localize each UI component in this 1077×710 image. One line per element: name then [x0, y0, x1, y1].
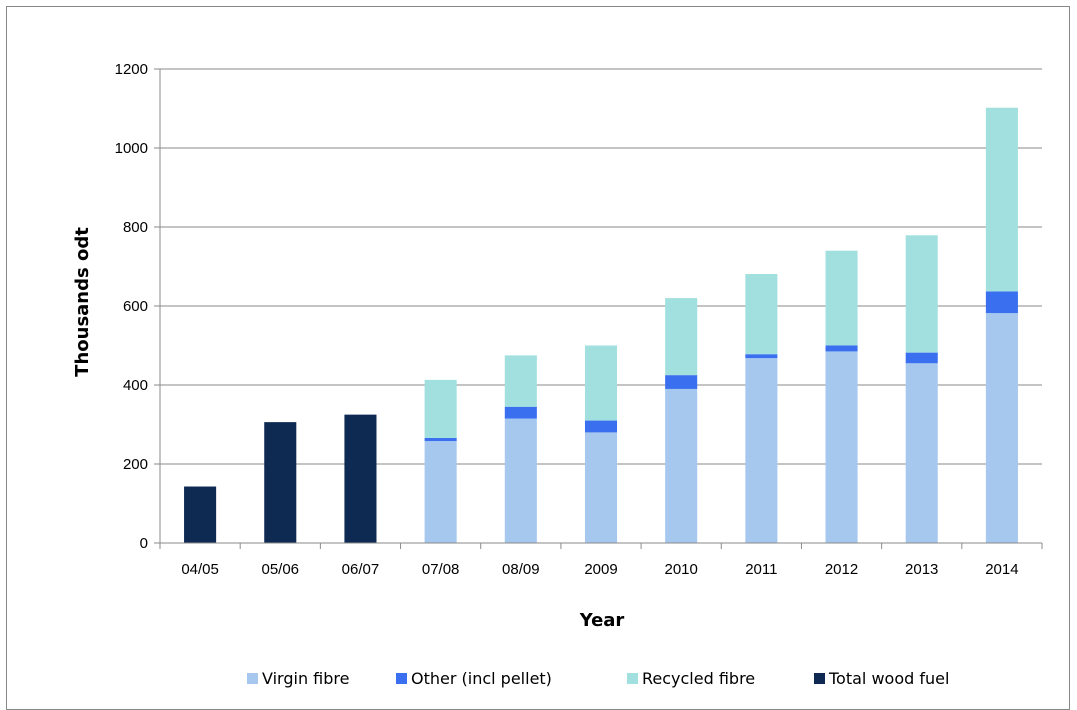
bar-total-wood-fuel-2: [344, 414, 377, 543]
axes: [159, 69, 1043, 549]
legend-swatch: [814, 673, 825, 684]
bar-recycled-fibre-5: [584, 345, 618, 421]
bar-virgin-fibre-4: [504, 418, 537, 543]
bar-virgin-fibre-7: [745, 358, 778, 543]
legend-label: Virgin fibre: [262, 669, 349, 688]
x-tick-label: 2012: [825, 561, 858, 578]
y-tick-label: 800: [123, 219, 148, 236]
x-tick-label: 08/09: [502, 561, 540, 578]
bar-other-incl-pellet-7: [745, 354, 778, 359]
legend-label: Total wood fuel: [828, 669, 949, 688]
bar-recycled-fibre-9: [905, 235, 938, 353]
bar-recycled-fibre-3: [424, 379, 457, 438]
bar-recycled-fibre-10: [985, 107, 1018, 292]
x-tick-label: 2011: [745, 561, 777, 578]
bar-virgin-fibre-8: [825, 351, 858, 543]
bar-other-incl-pellet-4: [504, 406, 537, 419]
bar-other-incl-pellet-5: [584, 420, 618, 433]
bar-other-incl-pellet-9: [905, 352, 938, 364]
x-tick-label: 2013: [905, 561, 938, 578]
bar-recycled-fibre-4: [504, 355, 537, 407]
bar-total-wood-fuel-0: [184, 486, 217, 543]
y-tick-label: 1000: [115, 140, 148, 157]
bar-total-wood-fuel-1: [264, 422, 297, 543]
bar-virgin-fibre-5: [584, 432, 618, 543]
bar-other-incl-pellet-3: [424, 437, 457, 442]
bar-virgin-fibre-3: [424, 441, 457, 543]
x-axis-title: Year: [579, 610, 625, 631]
legend-swatch: [247, 673, 258, 684]
x-tick-label: 06/07: [342, 561, 380, 578]
bar-other-incl-pellet-6: [665, 375, 698, 389]
bar-recycled-fibre-8: [825, 250, 858, 346]
x-tick-label: 07/08: [422, 561, 460, 578]
x-tick-labels: 04/05 05/06 06/07 07/08 08/09 2009 2010 2011 201…: [181, 561, 1018, 578]
x-tick-label: 05/06: [261, 561, 299, 578]
bar-recycled-fibre-7: [745, 274, 778, 355]
bars: [184, 107, 1018, 543]
legend-label: Other (incl pellet): [411, 669, 552, 688]
bar-other-incl-pellet-8: [825, 345, 858, 352]
y-tick-labels: 0 200 400 600 800 1000 1200: [115, 61, 148, 552]
y-tick-label: 600: [123, 298, 148, 315]
bar-virgin-fibre-6: [665, 388, 698, 543]
legend-label: Recycled fibre: [642, 669, 755, 688]
x-tick-label: 2009: [584, 561, 617, 578]
bar-virgin-fibre-10: [985, 313, 1018, 543]
x-tick-label: 04/05: [181, 561, 219, 578]
bar-recycled-fibre-6: [665, 298, 698, 376]
chart-frame: [6, 6, 1070, 710]
x-tick-label: 2010: [664, 561, 697, 578]
y-tick-label: 400: [123, 377, 148, 394]
gridlines: [154, 68, 1042, 544]
y-tick-label: 200: [123, 456, 148, 473]
bar-other-incl-pellet-10: [985, 291, 1018, 314]
y-tick-label: 0: [140, 535, 148, 552]
y-axis-title: Thousands odt: [72, 227, 93, 377]
legend: Virgin fibre Other (incl pellet) Recycled …: [247, 669, 949, 688]
x-tick-label: 2014: [985, 561, 1018, 578]
bar-virgin-fibre-9: [905, 363, 938, 543]
legend-swatch: [396, 673, 407, 684]
y-tick-label: 1200: [115, 61, 148, 78]
legend-swatch: [627, 673, 638, 684]
